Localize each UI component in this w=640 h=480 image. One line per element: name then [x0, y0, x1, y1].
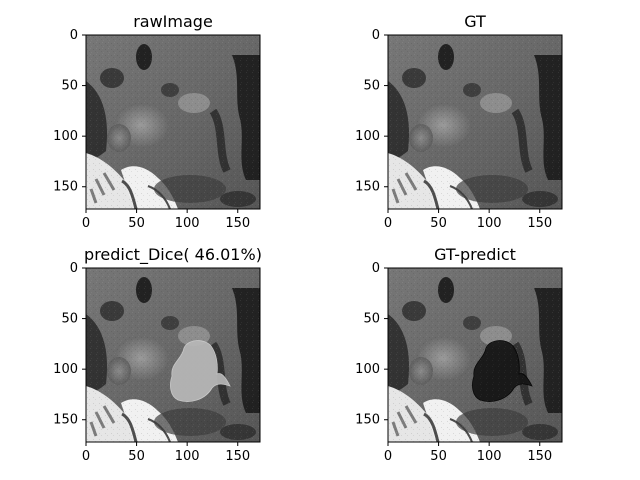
y-tick-label: 0 — [70, 261, 78, 276]
x-tick-label: 100 — [477, 449, 502, 464]
axes-frame — [85, 34, 261, 210]
y-tick-label: 100 — [355, 129, 380, 144]
panel-predict-dice: predict_Dice( 46.01%) 0 50 100 150 0 50 100 150 — [53, 245, 262, 464]
y-tick-label: 50 — [363, 312, 380, 327]
x-tick-label: 100 — [175, 216, 200, 231]
x-tick-label: 100 — [175, 449, 200, 464]
panel-title: GT — [464, 12, 486, 31]
y-tick-label: 100 — [355, 362, 380, 377]
y-tick-label: 50 — [61, 312, 78, 327]
x-tick-label: 150 — [225, 449, 250, 464]
y-tick-label: 100 — [53, 129, 78, 144]
ct-image — [388, 35, 562, 209]
panel-gt-predict: GT-predict 0 50 100 150 0 50 100 150 — [355, 245, 563, 464]
y-tick-label: 0 — [372, 261, 380, 276]
x-tick-label: 150 — [527, 216, 552, 231]
ct-image — [86, 268, 260, 442]
y-tick-label: 0 — [372, 28, 380, 43]
x-tick-label: 0 — [384, 216, 392, 231]
panel-gt: GT 0 50 100 150 0 50 100 150 — [355, 12, 563, 231]
y-tick-label: 0 — [70, 28, 78, 43]
x-tick-label: 100 — [477, 216, 502, 231]
x-tick-label: 0 — [82, 216, 90, 231]
x-tick-label: 0 — [82, 449, 90, 464]
x-tick-label: 0 — [384, 449, 392, 464]
panel-title: rawImage — [133, 12, 213, 31]
predicted-region — [170, 340, 231, 402]
panel-title: GT-predict — [434, 245, 516, 264]
y-tick-label: 150 — [355, 180, 380, 195]
x-tick-label: 50 — [430, 216, 447, 231]
y-tick-label: 150 — [355, 413, 380, 428]
axes-frame — [85, 267, 261, 443]
panel-rawimage: rawImage 0 50 100 150 0 50 100 150 — [53, 12, 261, 231]
x-tick-label: 150 — [527, 449, 552, 464]
x-tick-label: 50 — [430, 449, 447, 464]
ct-image — [86, 35, 260, 209]
x-tick-label: 150 — [225, 216, 250, 231]
x-tick-label: 50 — [128, 216, 145, 231]
x-tick-label: 50 — [128, 449, 145, 464]
axes-frame — [387, 267, 563, 443]
y-tick-label: 150 — [53, 413, 78, 428]
axes-frame — [387, 34, 563, 210]
ct-image — [388, 268, 562, 442]
y-tick-label: 50 — [363, 79, 380, 94]
panel-title: predict_Dice( 46.01%) — [84, 245, 262, 265]
y-tick-label: 150 — [53, 180, 78, 195]
y-tick-label: 50 — [61, 79, 78, 94]
y-tick-label: 100 — [53, 362, 78, 377]
